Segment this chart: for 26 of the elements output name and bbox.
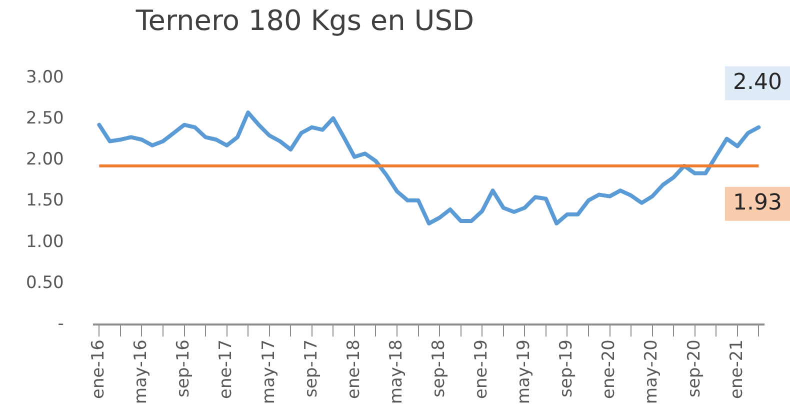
x-tick-label: ene-19 bbox=[472, 339, 492, 399]
y-tick-label: - bbox=[58, 314, 64, 334]
x-tick-label: sep-17 bbox=[301, 339, 322, 398]
y-tick-label: 2.50 bbox=[26, 108, 64, 129]
x-tick-label: may-16 bbox=[131, 339, 152, 404]
x-tick-label: sep-19 bbox=[556, 339, 577, 398]
y-tick-label: 1.00 bbox=[26, 232, 64, 252]
y-tick-label: 3.00 bbox=[26, 67, 64, 88]
x-tick-label: ene-16 bbox=[88, 339, 109, 399]
x-tick-label: sep-16 bbox=[174, 339, 194, 398]
y-tick-label: 1.50 bbox=[26, 190, 64, 211]
x-tick-label: may-18 bbox=[386, 339, 406, 404]
x-tick-label: may-19 bbox=[514, 339, 534, 404]
x-tick-label: ene-21 bbox=[726, 339, 747, 399]
y-tick-label: 0.50 bbox=[26, 272, 64, 293]
chart-title: Ternero 180 Kgs en USD bbox=[134, 4, 476, 37]
x-tick-label: ene-17 bbox=[216, 339, 236, 399]
ref-line-label: 1.93 bbox=[733, 190, 782, 216]
y-tick-label: 2.00 bbox=[26, 150, 64, 170]
x-tick-label: may-20 bbox=[642, 339, 662, 404]
x-tick-label: ene-18 bbox=[344, 339, 364, 399]
x-tick-label: ene-20 bbox=[599, 339, 620, 399]
x-tick-label: sep-18 bbox=[428, 339, 449, 398]
data-label: 2.40 bbox=[733, 70, 782, 96]
x-tick-label: sep-20 bbox=[684, 339, 704, 398]
x-tick-label: may-17 bbox=[258, 339, 279, 404]
